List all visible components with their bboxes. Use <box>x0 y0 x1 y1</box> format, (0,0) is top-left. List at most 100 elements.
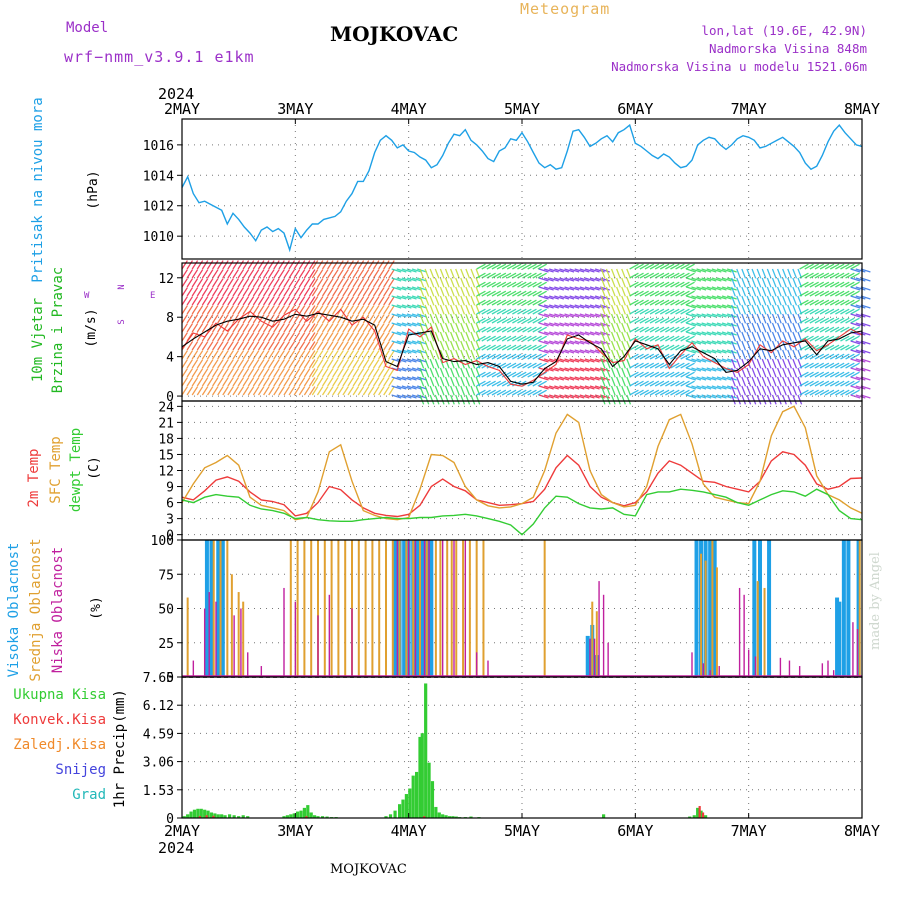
wind-arrow-mark <box>850 286 861 291</box>
wind-arrow-mark <box>845 299 855 306</box>
wind-arrow-mark <box>845 371 855 378</box>
wind-arrow-mark <box>538 358 549 363</box>
wind-arrow-mark <box>288 341 296 351</box>
wind-arrow-mark <box>419 385 425 396</box>
precip-bar <box>198 816 201 818</box>
wind-arrow-mark <box>751 367 757 378</box>
wind-arrow-mark <box>594 322 605 327</box>
wind-arrow-mark <box>809 353 819 360</box>
wind-arrow-mark <box>787 358 792 369</box>
wind-arrow-mark <box>288 350 296 360</box>
wind-arrow-mark <box>696 304 707 309</box>
wind-arrow-mark <box>470 331 476 342</box>
wind-arrow-mark <box>829 263 840 270</box>
wind-arrow-mark <box>273 359 280 369</box>
wind-arrow-mark <box>357 269 365 279</box>
wind-arrow-mark <box>771 313 777 324</box>
wind-arrow-mark <box>434 304 440 315</box>
wind-arrow-mark <box>308 368 316 378</box>
wind-arrow-mark <box>321 386 329 396</box>
wind-arrow-mark <box>337 368 344 378</box>
wind-arrow-mark <box>559 358 570 363</box>
wind-arrow-mark <box>787 277 792 288</box>
wind-arrow-mark <box>721 322 732 327</box>
wind-arrow-mark <box>691 331 702 336</box>
wind-arrow-mark <box>549 304 559 309</box>
wind-arrow-mark <box>449 367 455 378</box>
wind-arrow-mark <box>237 296 245 306</box>
precip-bar <box>699 810 703 818</box>
wind-arrow-mark <box>616 313 621 324</box>
wind-arrow-mark <box>829 317 840 324</box>
wind-arrow-mark <box>181 278 188 288</box>
top-year-label: 2024 <box>158 85 194 103</box>
precip-bar <box>398 804 402 818</box>
precip-bar <box>192 809 197 818</box>
wind-arrow-mark <box>201 305 209 315</box>
wind-arrow-mark <box>680 344 690 351</box>
wind-arrow-mark <box>522 353 532 360</box>
wind-arrow-mark <box>766 268 772 279</box>
cloud-bar <box>398 540 401 677</box>
wind-arrow-mark <box>217 332 224 342</box>
bottom-date-label: 3MAY <box>277 822 313 840</box>
wind-arrow-mark <box>388 350 395 360</box>
wind-arrow-mark <box>439 376 445 387</box>
wind-arrow-mark <box>512 344 522 351</box>
cloud-bar <box>709 670 711 677</box>
wind-arrow-mark <box>278 323 285 333</box>
wind-arrow-mark <box>691 304 702 309</box>
wind-arrow-mark <box>470 349 476 360</box>
wind-arrow-mark <box>419 295 425 306</box>
wind-arrow-mark <box>278 296 285 306</box>
wind-arrow-mark <box>460 268 466 279</box>
wind-arrow-mark <box>649 308 660 315</box>
wind-arrow-mark <box>232 323 239 333</box>
wind-arrow-mark <box>736 340 741 351</box>
wind-arrow-mark <box>201 350 209 360</box>
wind-arrow-mark <box>362 359 370 369</box>
wind-arrow-mark <box>741 340 747 351</box>
wind-arrow-mark <box>746 376 752 387</box>
wind-arrow-mark <box>654 317 665 324</box>
cloud-bar <box>589 638 591 677</box>
wind-arrow-mark <box>564 358 575 363</box>
wind-arrow-mark <box>809 281 819 288</box>
cloud-bar <box>212 540 215 677</box>
wind-arrow-mark <box>383 278 390 288</box>
wind-arrow-mark <box>186 314 194 324</box>
wind-arrow-mark <box>829 272 840 279</box>
wind-arrow-mark <box>298 260 306 270</box>
wind-arrow-mark <box>776 376 782 387</box>
wind-arrow-mark <box>347 260 354 270</box>
wind-arrow-mark <box>665 272 675 279</box>
wind-arrow-mark <box>311 287 319 297</box>
wind-arrow-mark <box>746 349 752 360</box>
cloud-bar <box>337 540 340 677</box>
wind-arrow-mark <box>799 299 809 306</box>
wind-arrow-mark <box>288 323 296 333</box>
precip-bar <box>246 816 250 818</box>
wind-arrow-mark <box>388 260 395 270</box>
wind-arrow-mark <box>644 335 655 342</box>
wind-arrow-mark <box>685 263 695 270</box>
wind-arrow-mark <box>278 368 285 378</box>
wind-arrow-mark <box>268 368 275 378</box>
wind-arrow-mark <box>771 394 777 405</box>
wind-arrow-mark <box>212 359 219 369</box>
wind-arrow-mark <box>701 331 712 336</box>
wind-arrow-mark <box>639 272 649 279</box>
wind-arrow-mark <box>569 295 580 300</box>
wind-arrow-mark <box>327 359 334 369</box>
temperature-line-1 <box>181 405 863 521</box>
wind-arrow-mark <box>584 295 595 300</box>
wind-arrow-mark <box>496 326 507 333</box>
wind-arrow-mark <box>706 394 717 399</box>
wind-arrow-mark <box>347 368 354 378</box>
wind-arrow-mark <box>357 296 365 306</box>
wind-arrow-mark <box>691 322 702 327</box>
wind-arrow-mark <box>621 394 626 405</box>
precip-bar <box>427 762 431 818</box>
cloud-bar <box>393 540 398 677</box>
wind-arrow-mark <box>439 358 445 369</box>
